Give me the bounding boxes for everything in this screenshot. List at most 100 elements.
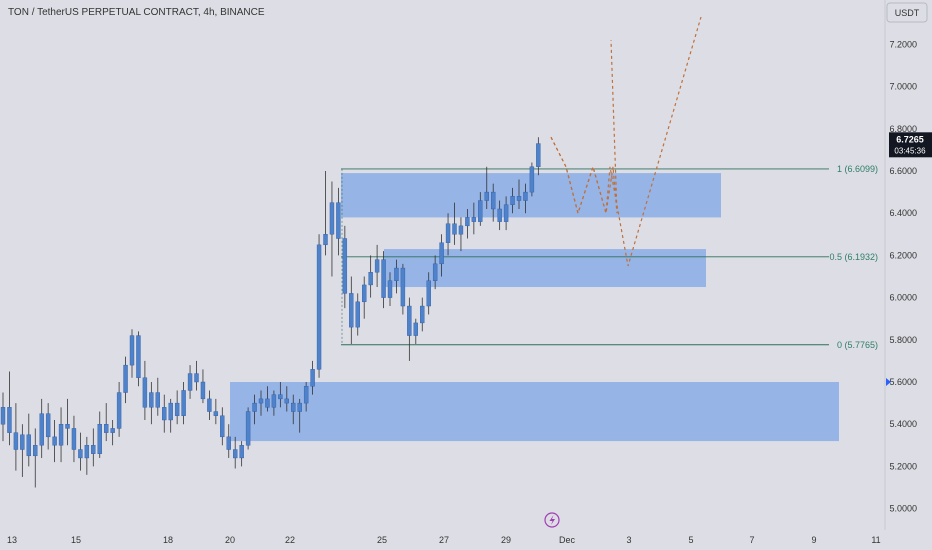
candle-body: [278, 394, 283, 400]
candle-body: [168, 402, 173, 421]
candle-body: [103, 424, 109, 433]
fib-lines-layer: 1 (6.6099) 0.5 (6.1932) 0 (5.7765): [341, 164, 878, 350]
candle-body: [226, 436, 231, 450]
demand-zone: [384, 249, 706, 288]
candle-body: [0, 407, 6, 425]
price-countdown: 03:45:36: [894, 146, 926, 155]
candle-body: [239, 445, 244, 459]
candle-body: [303, 386, 309, 404]
time-tick-label: 18: [163, 535, 173, 545]
projection-path: [550, 16, 702, 267]
time-tick-label: Dec: [559, 535, 576, 545]
candle-body: [110, 428, 115, 433]
candle-body: [536, 143, 541, 167]
candle-body: [258, 398, 264, 404]
price-tick-label: 7.2000: [889, 39, 917, 49]
price-marker-icon: [886, 378, 891, 386]
candle-body: [374, 259, 380, 273]
candle-body: [407, 305, 412, 336]
candle-body: [491, 191, 496, 210]
candle-body: [136, 335, 141, 378]
price-axis[interactable]: 7.2000 7.0000 6.8000 6.6000 6.4000 6.2000 6.00…: [889, 39, 917, 513]
candle-body: [510, 196, 515, 205]
candle-body: [291, 402, 296, 412]
candle-body: [310, 369, 315, 387]
candle-body: [336, 202, 341, 239]
price-tick-label: 5.2000: [889, 461, 917, 471]
candle-body: [97, 424, 102, 454]
candle-body: [78, 449, 83, 459]
time-tick-label: 27: [439, 535, 449, 545]
candle-body: [529, 166, 535, 193]
price-tick-label: 7.0000: [889, 82, 917, 92]
candle-body: [162, 407, 167, 421]
time-tick-label: 7: [749, 535, 754, 545]
candle-body: [187, 373, 193, 391]
candle-body: [329, 202, 335, 235]
candle-body: [71, 428, 77, 450]
candle-body: [471, 217, 477, 222]
candle-body: [207, 398, 212, 412]
candle-body: [26, 434, 31, 457]
candle-body: [316, 244, 322, 370]
candle-body: [200, 381, 206, 400]
currency-label: USDT: [895, 8, 920, 18]
price-tick-label: 5.8000: [889, 335, 917, 345]
price-tick-label: 6.0000: [889, 293, 917, 303]
time-axis[interactable]: 13 15 18 20 22 25 27 29 Dec 3 5 7 9 11: [7, 535, 881, 545]
candle-body: [323, 234, 328, 246]
candle-body: [426, 280, 431, 307]
candle-body: [58, 424, 64, 446]
fib-level-label: 1 (6.6099): [837, 164, 878, 174]
time-tick-label: 3: [626, 535, 631, 545]
candle-body: [432, 263, 438, 281]
fib-level-label: 0 (5.7765): [837, 340, 878, 350]
candle-body: [65, 424, 70, 429]
candle-body: [516, 196, 522, 201]
candle-body: [181, 390, 186, 416]
time-tick-label: 11: [871, 535, 880, 545]
candle-body: [362, 284, 367, 303]
candle-body: [445, 223, 451, 243]
time-tick-label: 5: [688, 535, 693, 545]
candle-body: [452, 223, 457, 235]
price-tick-label: 6.4000: [889, 208, 917, 218]
candle-body: [342, 238, 348, 294]
candle-body: [349, 293, 354, 328]
candle-body: [20, 434, 25, 450]
candle-body: [497, 208, 502, 222]
candle-body: [7, 407, 12, 433]
candle-body: [265, 398, 270, 408]
candle-body: [271, 394, 277, 408]
candle-body: [458, 225, 464, 235]
candle-body: [439, 242, 444, 265]
candle-body: [174, 402, 180, 416]
zones-layer: [230, 173, 839, 442]
candle-body: [33, 445, 38, 457]
candle-body: [13, 432, 19, 450]
candle-body: [245, 411, 251, 446]
candle-body: [420, 305, 425, 324]
price-tick-label: 5.0000: [889, 504, 917, 514]
candle-body: [484, 191, 489, 201]
candle-body: [368, 272, 373, 286]
currency-selector[interactable]: [886, 2, 928, 23]
candle-body: [149, 392, 154, 408]
demand-zone: [230, 382, 839, 442]
candle-body: [116, 392, 122, 429]
candle-body: [123, 364, 128, 393]
candle-body: [355, 301, 360, 328]
time-tick-label: 22: [285, 535, 295, 545]
lightning-icon[interactable]: [544, 512, 560, 528]
time-tick-label: 29: [501, 535, 511, 545]
time-tick-label: 25: [377, 535, 387, 545]
price-tick-label: 6.8000: [889, 124, 917, 134]
candle-body: [129, 335, 135, 366]
price-tick-label: 6.6000: [889, 166, 917, 176]
chart-title: TON / TetherUS PERPETUAL CONTRACT, 4h, B…: [8, 7, 265, 18]
time-tick-label: 13: [7, 535, 17, 545]
candle-body: [252, 402, 257, 412]
current-price-value: 6.7265: [896, 134, 924, 144]
price-tick-label: 5.4000: [889, 419, 917, 429]
